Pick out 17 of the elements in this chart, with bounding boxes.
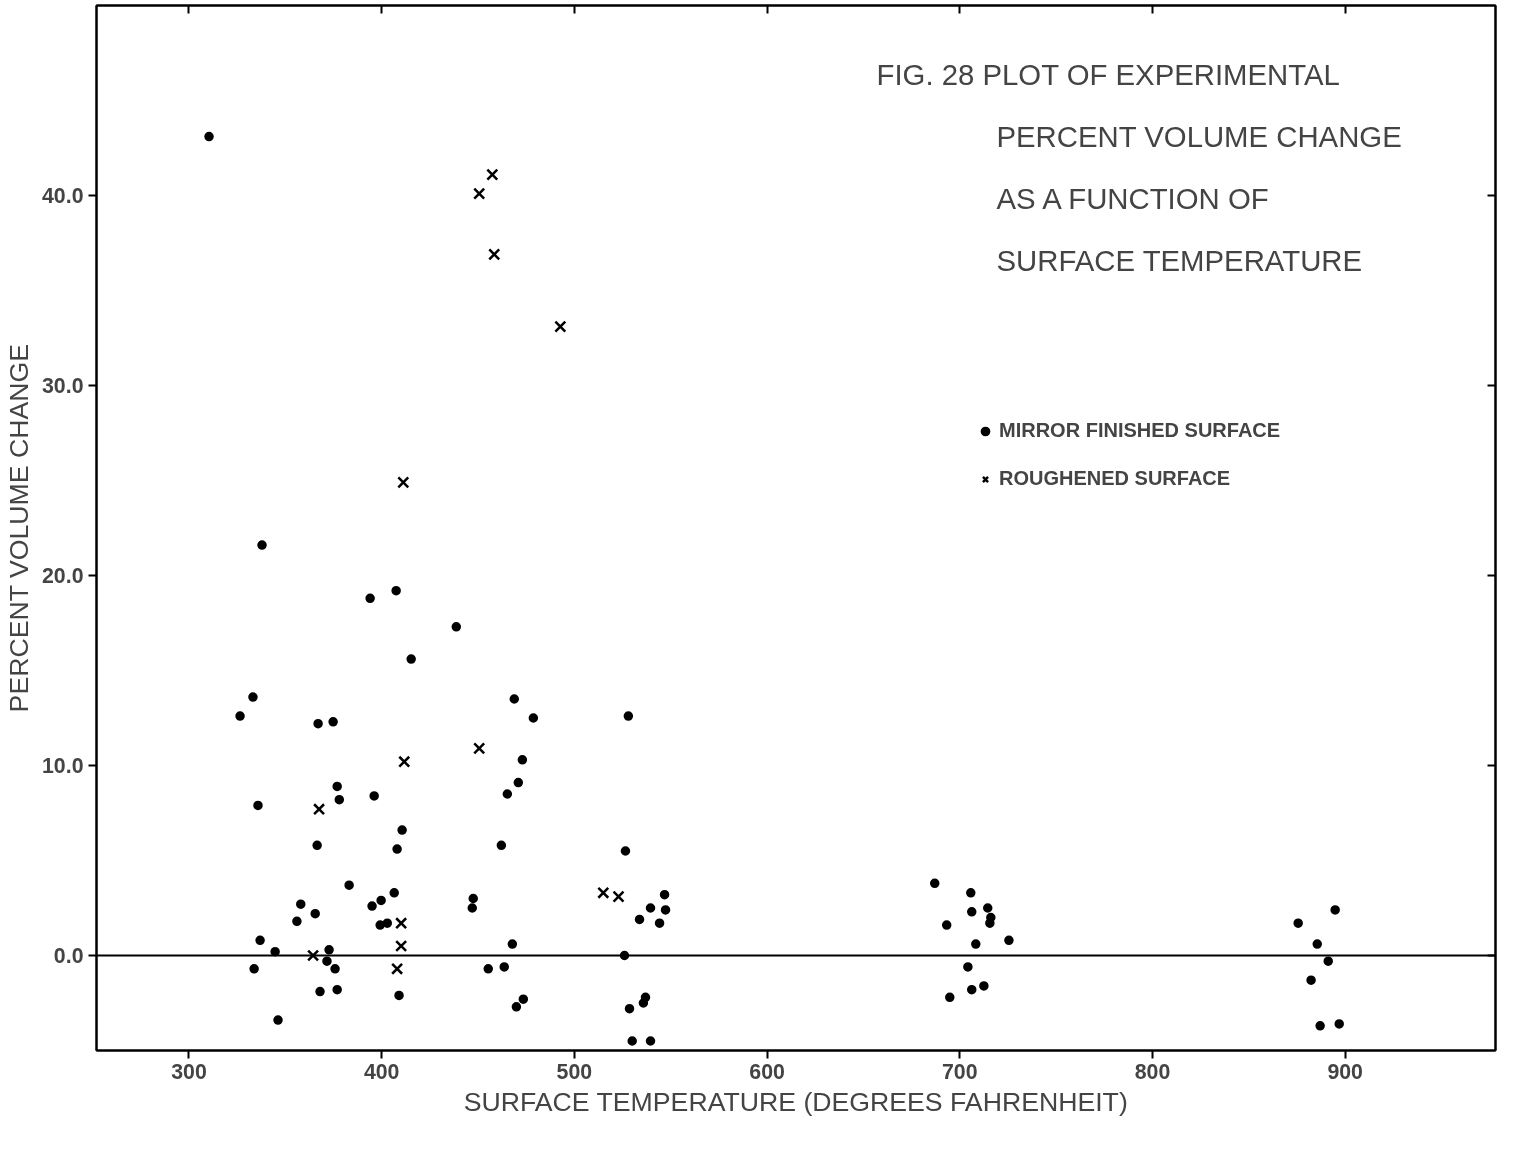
text: FIG. 28 PLOT OF EXPERIMENTAL PERCENT VOLUME CHANGE AS A FUNCTION OF SURFACE TEMPERATURE (876, 57, 1402, 277)
y-tick-label: 40.0 (41, 184, 84, 208)
y-tick-label: 10.0 (41, 754, 84, 778)
x-axis-title: SURFACE TEMPERATURE (DEGREES FAHRENHEIT) (463, 1086, 1128, 1117)
y-tick-label: 30.0 (41, 374, 84, 398)
x-tick-label: 500 (556, 1059, 593, 1084)
y-tick-label: 20.0 (41, 564, 84, 588)
x-tick-label: 800 (1134, 1059, 1171, 1084)
y-axis-title: PERCENT VOLUME CHANGE (3, 344, 34, 713)
x-tick-label: 300 (171, 1059, 207, 1084)
x-tick-label: 700 (942, 1059, 978, 1084)
legend-label: MIRROR FINISHED SURFACE (999, 419, 1281, 442)
x-tick-label: 600 (749, 1059, 785, 1084)
legend-label: ROUGHENED SURFACE (999, 467, 1231, 490)
x-tick-label: 900 (1327, 1059, 1363, 1084)
x-tick-label: 400 (363, 1059, 400, 1084)
y-tick-label: 0.0 (53, 944, 84, 968)
